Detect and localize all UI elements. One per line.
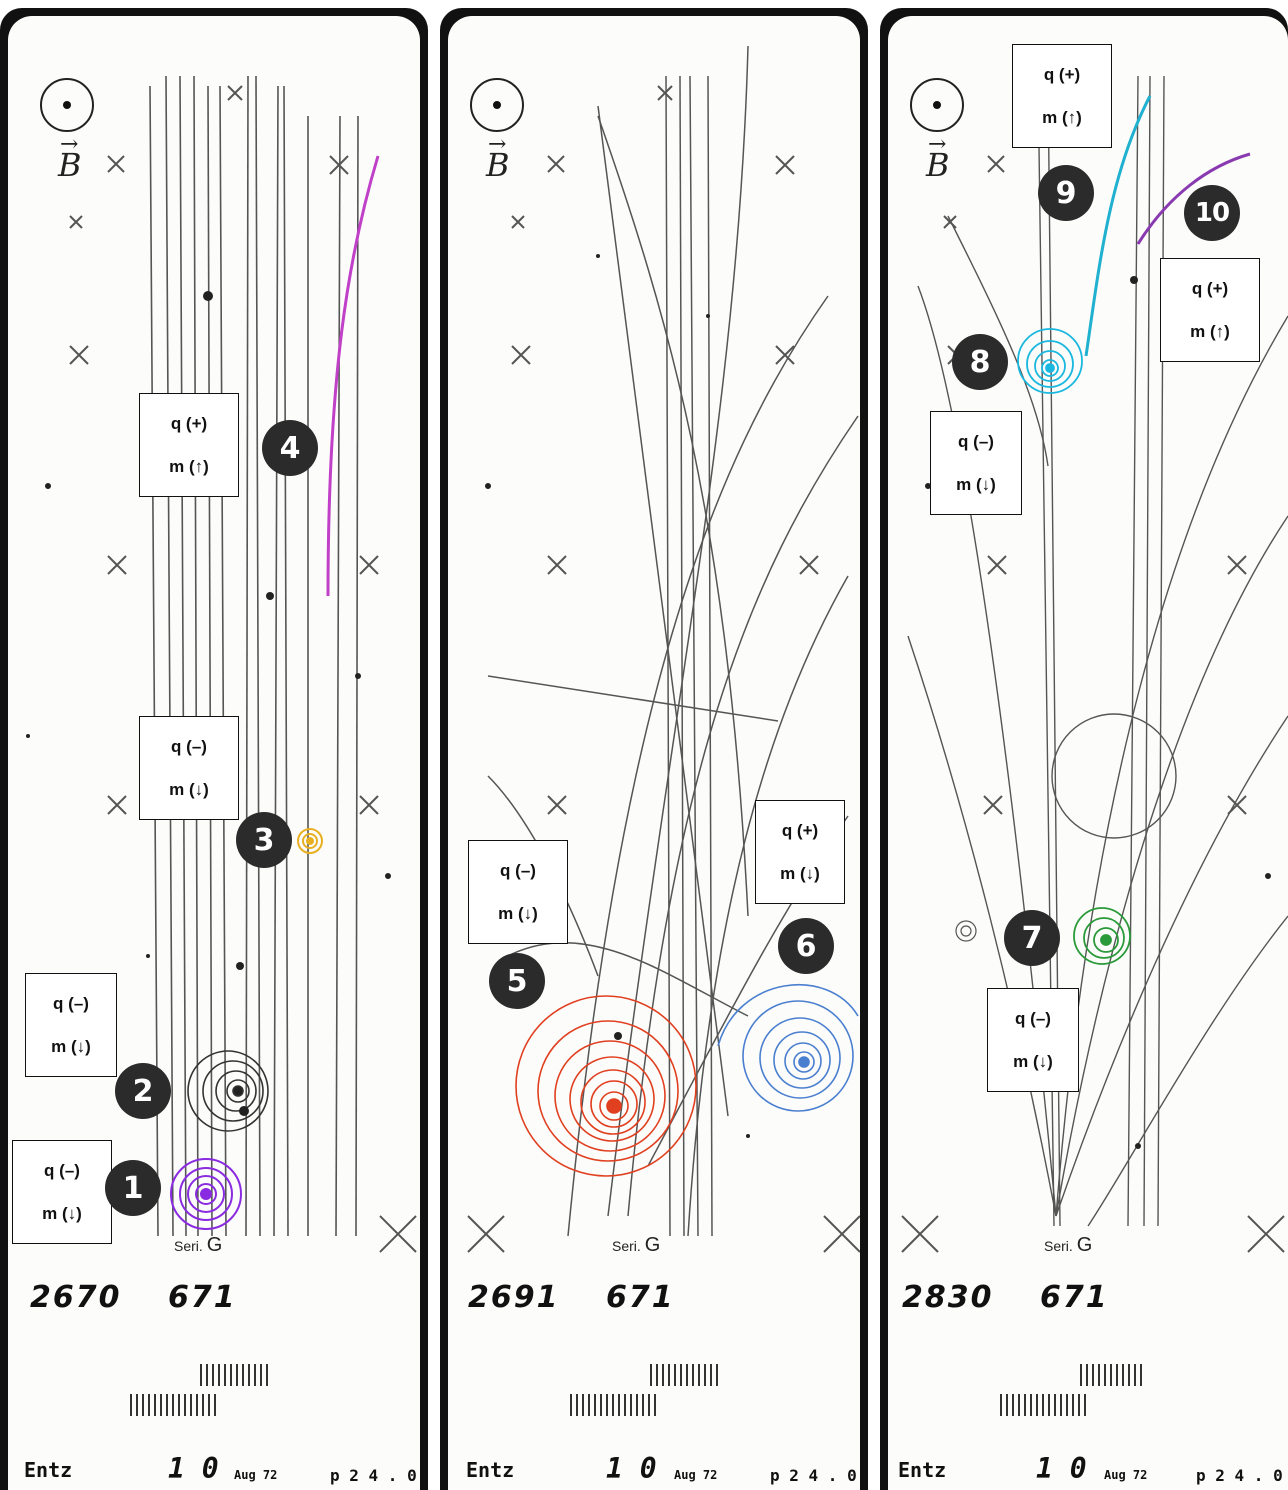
frame-number: 2670 [30,1280,122,1315]
roll-number: 671 [606,1280,675,1315]
specks [26,291,391,1116]
footer-left: Entz [24,1458,73,1482]
track-4 [326,155,380,597]
barcode-marks [130,1394,216,1416]
frame-number: 2691 [468,1280,560,1315]
label-box-track-2: q (–) m (↓) [25,973,117,1077]
badge-track-4: 4 [262,420,318,476]
fiducial-marks [901,155,1285,1253]
badge-track-1: 1 [105,1160,161,1216]
fiducial-marks [467,85,860,1253]
footer-right: p 2 4 . 0 [1196,1466,1283,1485]
footer-mid: 1 0 [606,1452,657,1485]
track-6 [717,984,859,1112]
frame-number: 2830 [902,1280,994,1315]
track-9 [1084,95,1152,357]
badge-track-9: 9 [1038,165,1094,221]
beam-tracks [907,75,1288,1227]
tracks-svg [901,75,1288,1253]
b-field-label: → B [58,132,82,184]
barcode-marks [200,1364,268,1386]
bubble-chamber-photo-2: → B q (–) m (↓) 5 q (+) m (↓) 6 Seri. G 2691… [440,8,868,1490]
bubble-chamber-photo-1: → B q (+) m (↑) 4 q (–) m (↓) 3 q (–) m (↓) … [0,8,428,1490]
badge-track-7: 7 [1004,910,1060,966]
footer-right: p 2 4 . 0 [770,1466,857,1485]
label-box-track-10: q (+) m (↑) [1160,258,1260,362]
b-field-dot-icon [910,78,964,132]
barcode-marks [650,1364,718,1386]
photo-area: → B [8,16,420,1490]
track-7 [1073,907,1131,965]
badge-track-8: 8 [952,334,1008,390]
fiducial-marks [69,85,417,1253]
track-8 [1017,328,1083,394]
label-box-track-1: q (–) m (↓) [12,1140,112,1244]
roll-number: 671 [1040,1280,1109,1315]
footer-mid: 1 0 [1036,1452,1087,1485]
tracks-svg [467,45,860,1253]
footer-left: Entz [466,1458,515,1482]
label-box-track-3: q (–) m (↓) [139,716,239,820]
series-label: Seri. G [174,1234,223,1256]
barcode-marks [1080,1364,1142,1386]
bubble-chamber-photo-3: → B q (+) m (↑) 9 10 q (+) m (↑) 8 q (–) m (… [880,8,1288,1490]
tracks-svg [26,75,417,1253]
label-box-track-5: q (–) m (↓) [468,840,568,944]
photo-area: → B [448,16,860,1490]
badge-track-3: 3 [236,812,292,868]
footer-mid: 1 0 [168,1452,219,1485]
photo-area: → B [888,16,1288,1490]
barcode-marks [570,1394,656,1416]
footer-date: Aug 72 [674,1468,718,1482]
series-label: Seri. G [1044,1234,1093,1256]
label-box-track-8: q (–) m (↓) [930,411,1022,515]
badge-track-10: 10 [1184,185,1240,241]
label-box-track-4: q (+) m (↑) [139,393,239,497]
badge-track-2: 2 [115,1063,171,1119]
track-10 [1136,152,1251,245]
badge-track-6: 6 [778,918,834,974]
small-spiral [955,920,977,942]
label-box-track-6: q (+) m (↓) [755,800,845,904]
specks [485,254,831,1138]
badge-track-5: 5 [489,953,545,1009]
roll-number: 671 [168,1280,237,1315]
specks [925,276,1271,1149]
footer-left: Entz [898,1458,947,1482]
footer-right: p 2 4 . 0 [330,1466,417,1485]
track-2 [187,1050,269,1132]
beam-tracks [149,75,359,1237]
beam-tracks [487,45,859,1237]
barcode-marks [1000,1394,1086,1416]
footer-date: Aug 72 [1104,1468,1148,1482]
series-label: Seri. G [612,1234,661,1256]
track-1 [170,1158,242,1230]
track-3 [297,828,323,854]
b-field-label: → B [926,132,950,184]
track-5 [515,995,697,1177]
b-field-dot-icon [40,78,94,132]
footer-date: Aug 72 [234,1468,278,1482]
b-field-dot-icon [470,78,524,132]
label-box-track-7: q (–) m (↓) [987,988,1079,1092]
b-field-label: → B [486,132,510,184]
label-box-track-9: q (+) m (↑) [1012,44,1112,148]
